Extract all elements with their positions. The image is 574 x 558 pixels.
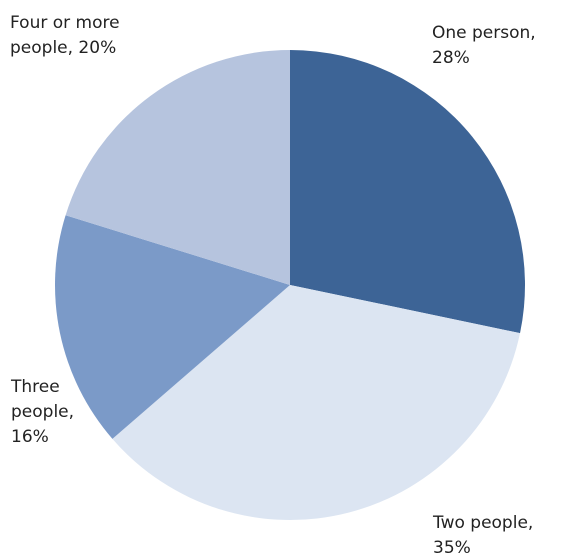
slice-label-one-person: One person, 28%	[432, 23, 541, 68]
slice-label-four-or-more-people: Four or more people, 20%	[10, 13, 125, 58]
pie-labels: One person, 28% Two people, 35% Three pe…	[10, 13, 541, 558]
slice-label-two-people: Two people, 35%	[432, 513, 539, 558]
pie-slice-three-people	[55, 215, 290, 439]
pie-slice-four-or-more-people	[65, 50, 290, 285]
pie-slice-one-person	[290, 50, 526, 334]
pie-slices	[55, 50, 526, 520]
slice-label-three-people: Three people, 16%	[10, 377, 79, 447]
pie-slice-two-people	[112, 285, 521, 520]
